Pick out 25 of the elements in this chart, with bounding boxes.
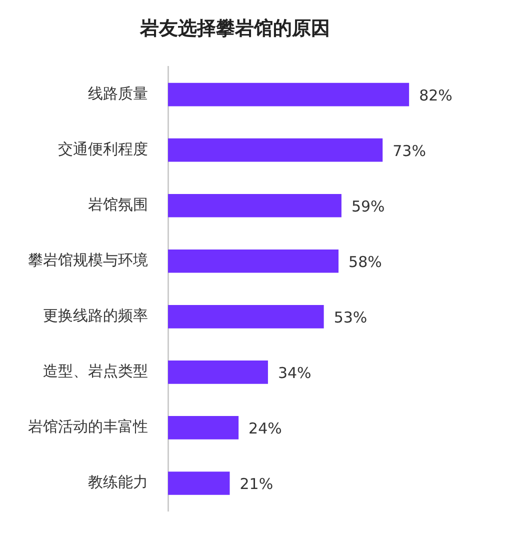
bar xyxy=(168,472,230,495)
bar xyxy=(168,416,239,440)
data-label: 82% xyxy=(419,86,452,104)
data-label: 53% xyxy=(334,308,368,327)
y-tick-label: 造型、岩点类型 xyxy=(43,362,148,380)
y-tick-label: 攀岩馆规模与环境 xyxy=(28,251,148,270)
y-tick-label: 更换线路的频率 xyxy=(43,306,148,325)
data-label: 59% xyxy=(351,198,385,216)
y-tick-label: 岩馆活动的丰富性 xyxy=(28,418,148,436)
bar xyxy=(168,360,268,384)
bar xyxy=(168,194,342,218)
data-label: 24% xyxy=(248,420,282,438)
data-label: 73% xyxy=(392,142,426,160)
y-tick-label: 线路质量 xyxy=(88,84,148,102)
bar xyxy=(168,249,339,273)
bar xyxy=(168,82,410,106)
bar xyxy=(168,138,383,162)
y-tick-label: 交通便利程度 xyxy=(58,140,148,158)
y-tick-label: 教练能力 xyxy=(88,473,148,492)
chart-title: 岩友选择攀岩馆的原因 xyxy=(139,17,330,40)
data-label: 34% xyxy=(278,364,312,382)
data-label: 58% xyxy=(348,253,382,272)
bar xyxy=(168,305,324,328)
y-tick-label: 岩馆氛围 xyxy=(88,196,148,214)
data-label: 21% xyxy=(240,475,274,494)
